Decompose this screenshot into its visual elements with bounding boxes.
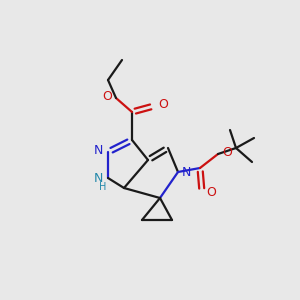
Text: O: O (206, 187, 216, 200)
Text: O: O (102, 91, 112, 103)
Text: O: O (158, 98, 168, 112)
Text: N: N (93, 172, 103, 184)
Text: H: H (99, 182, 107, 192)
Text: N: N (93, 143, 103, 157)
Text: O: O (222, 146, 232, 160)
Text: N: N (181, 167, 191, 179)
